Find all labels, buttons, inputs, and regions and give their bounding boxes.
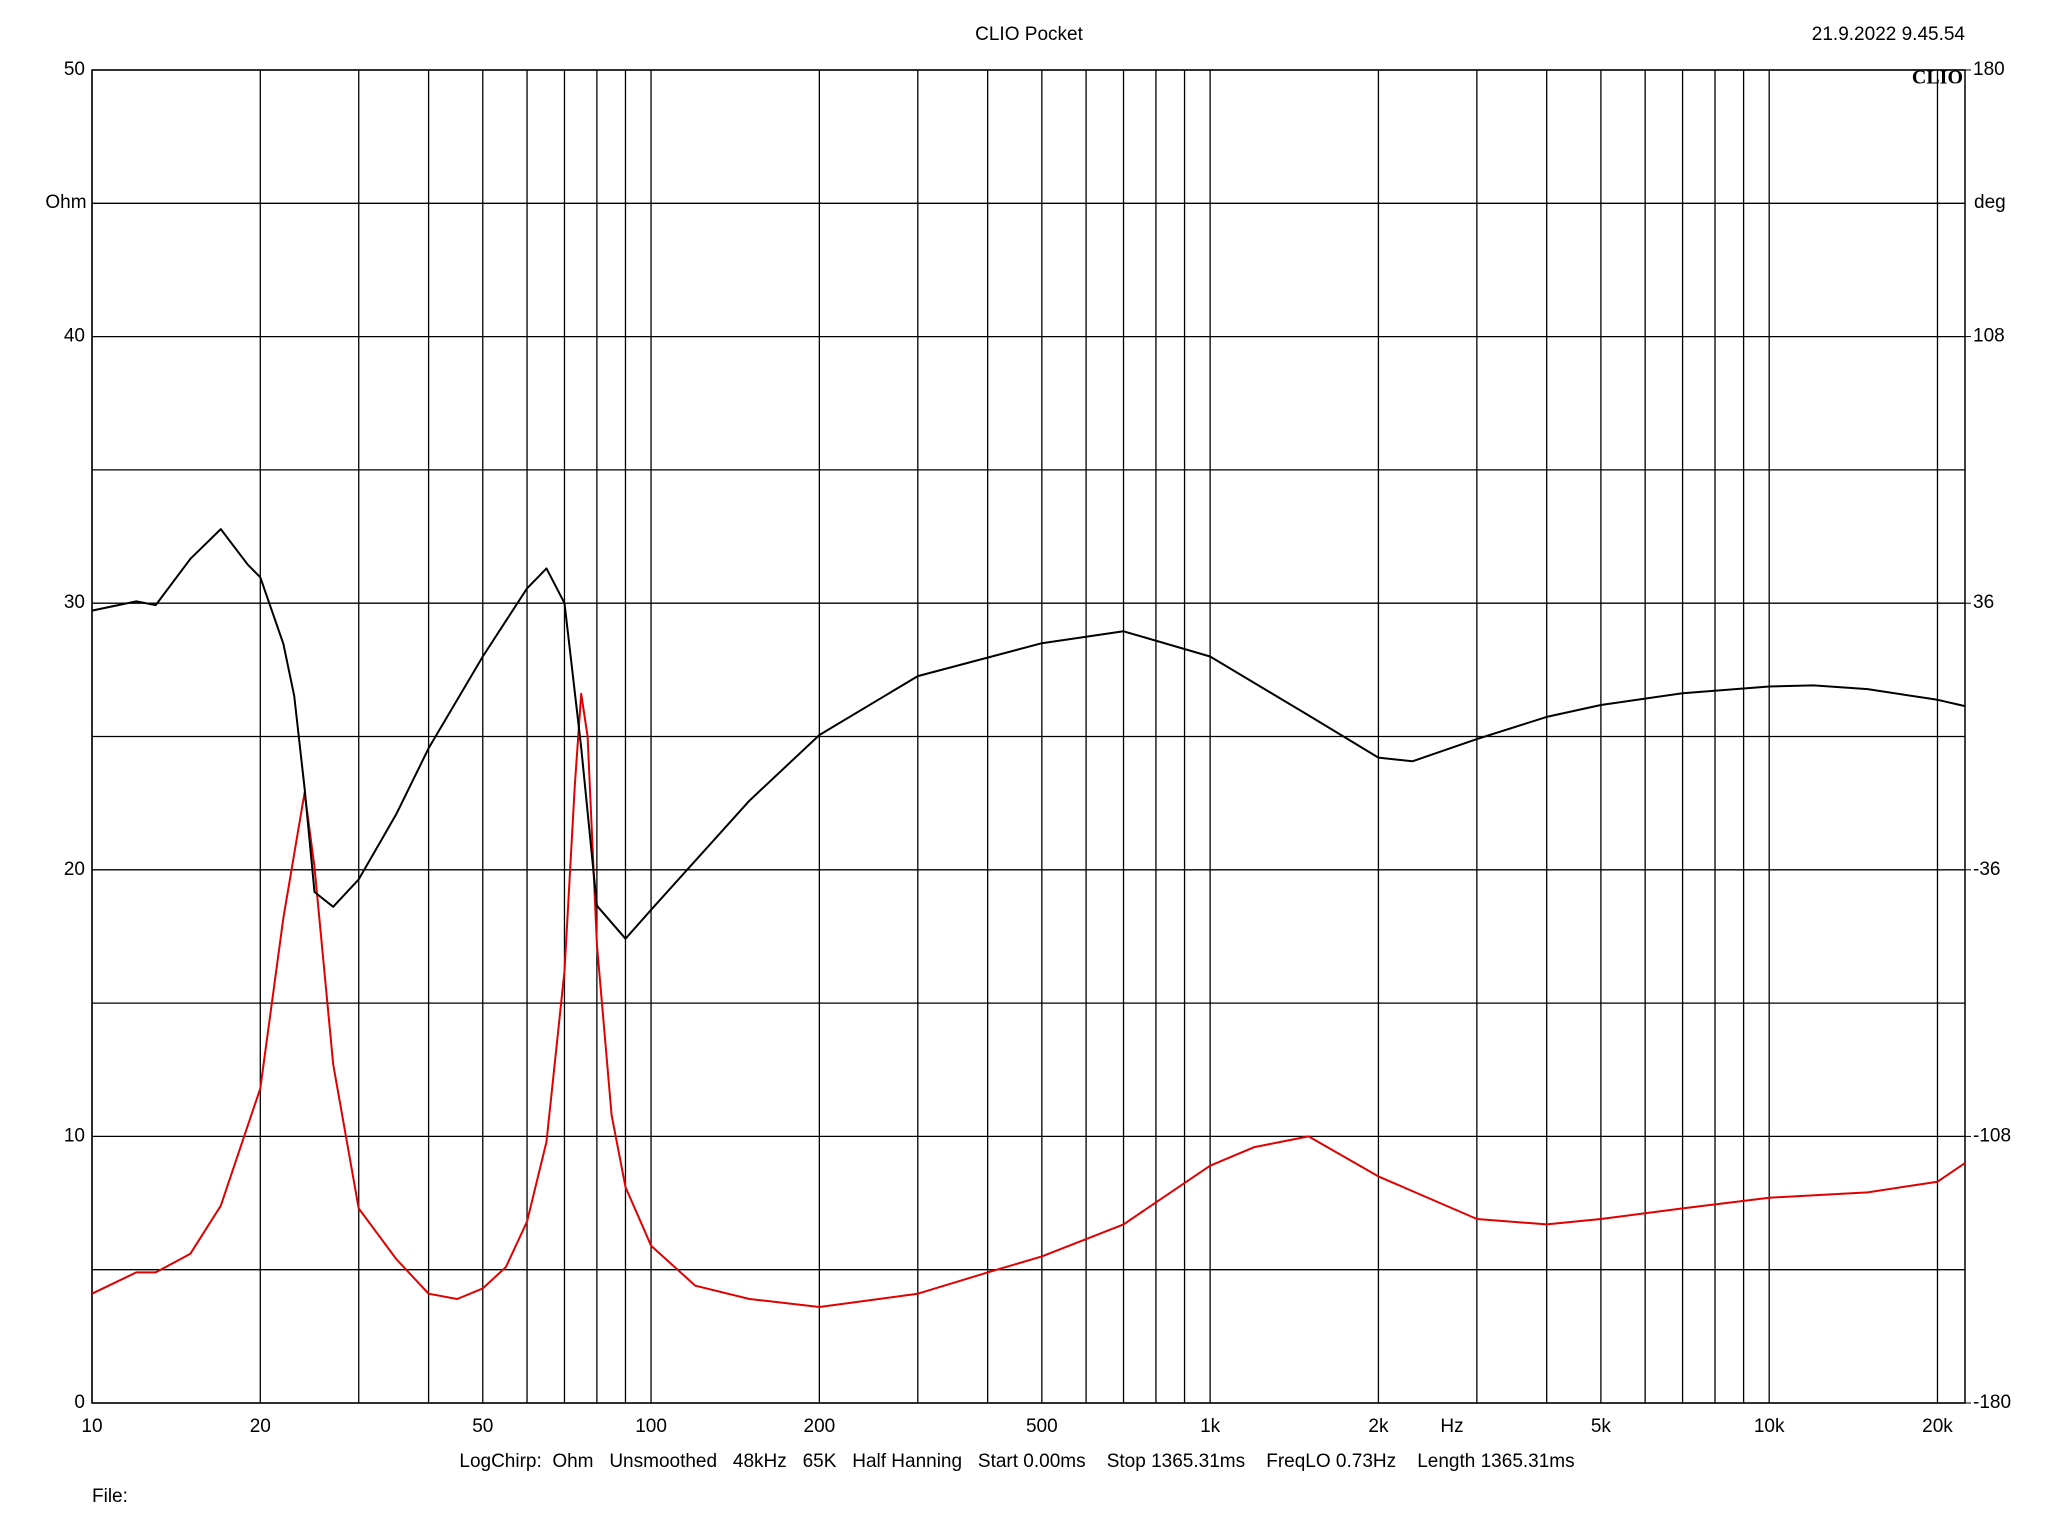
footer: LogChirp: Ohm Unsmoothed 48kHz 65K Half … [459, 1451, 1574, 1472]
y-tick-label: 20 [64, 859, 85, 880]
series-line [91, 528, 1966, 940]
y2-tick-label: -180 [1973, 1392, 2011, 1413]
x-tick-label: 100 [635, 1416, 667, 1437]
x-tick-label: 50 [472, 1416, 493, 1437]
y2-tick-label: -108 [1973, 1125, 2011, 1146]
y-axis-label: Ohm [45, 192, 86, 213]
y2-tick-label: 108 [1973, 326, 2005, 347]
x-tick-label: 1k [1200, 1416, 1221, 1437]
y2-axis-label: deg [1974, 192, 2006, 213]
x-tick-label: 10k [1754, 1416, 1785, 1437]
y-tick-label: 0 [74, 1392, 85, 1413]
y-tick-label: 30 [64, 592, 85, 613]
x-tick-label: 20k [1922, 1416, 1953, 1437]
x-tick-label: 20 [250, 1416, 271, 1437]
y2-tick-label: 36 [1973, 592, 1994, 613]
x-axis-label: Hz [1440, 1416, 1463, 1437]
chart-title: CLIO Pocket [975, 24, 1083, 45]
x-tick-label: 10 [81, 1416, 102, 1437]
x-tick-label: 200 [804, 1416, 836, 1437]
y2-tick-label: 180 [1973, 59, 2005, 80]
x-tick-label: 5k [1591, 1416, 1612, 1437]
y-tick-label: 40 [64, 326, 85, 347]
file-label: File: [92, 1486, 128, 1507]
x-tick-label: 500 [1026, 1416, 1058, 1437]
timestamp: 21.9.2022 9.45.54 [1812, 24, 1966, 45]
y2-tick-label: -36 [1973, 859, 2000, 880]
series-line [91, 692, 1966, 1308]
y-tick-label: 50 [64, 59, 85, 80]
y-tick-label: 10 [64, 1125, 85, 1146]
x-tick-label: 2k [1368, 1416, 1389, 1437]
plot-frame [91, 69, 1966, 1404]
